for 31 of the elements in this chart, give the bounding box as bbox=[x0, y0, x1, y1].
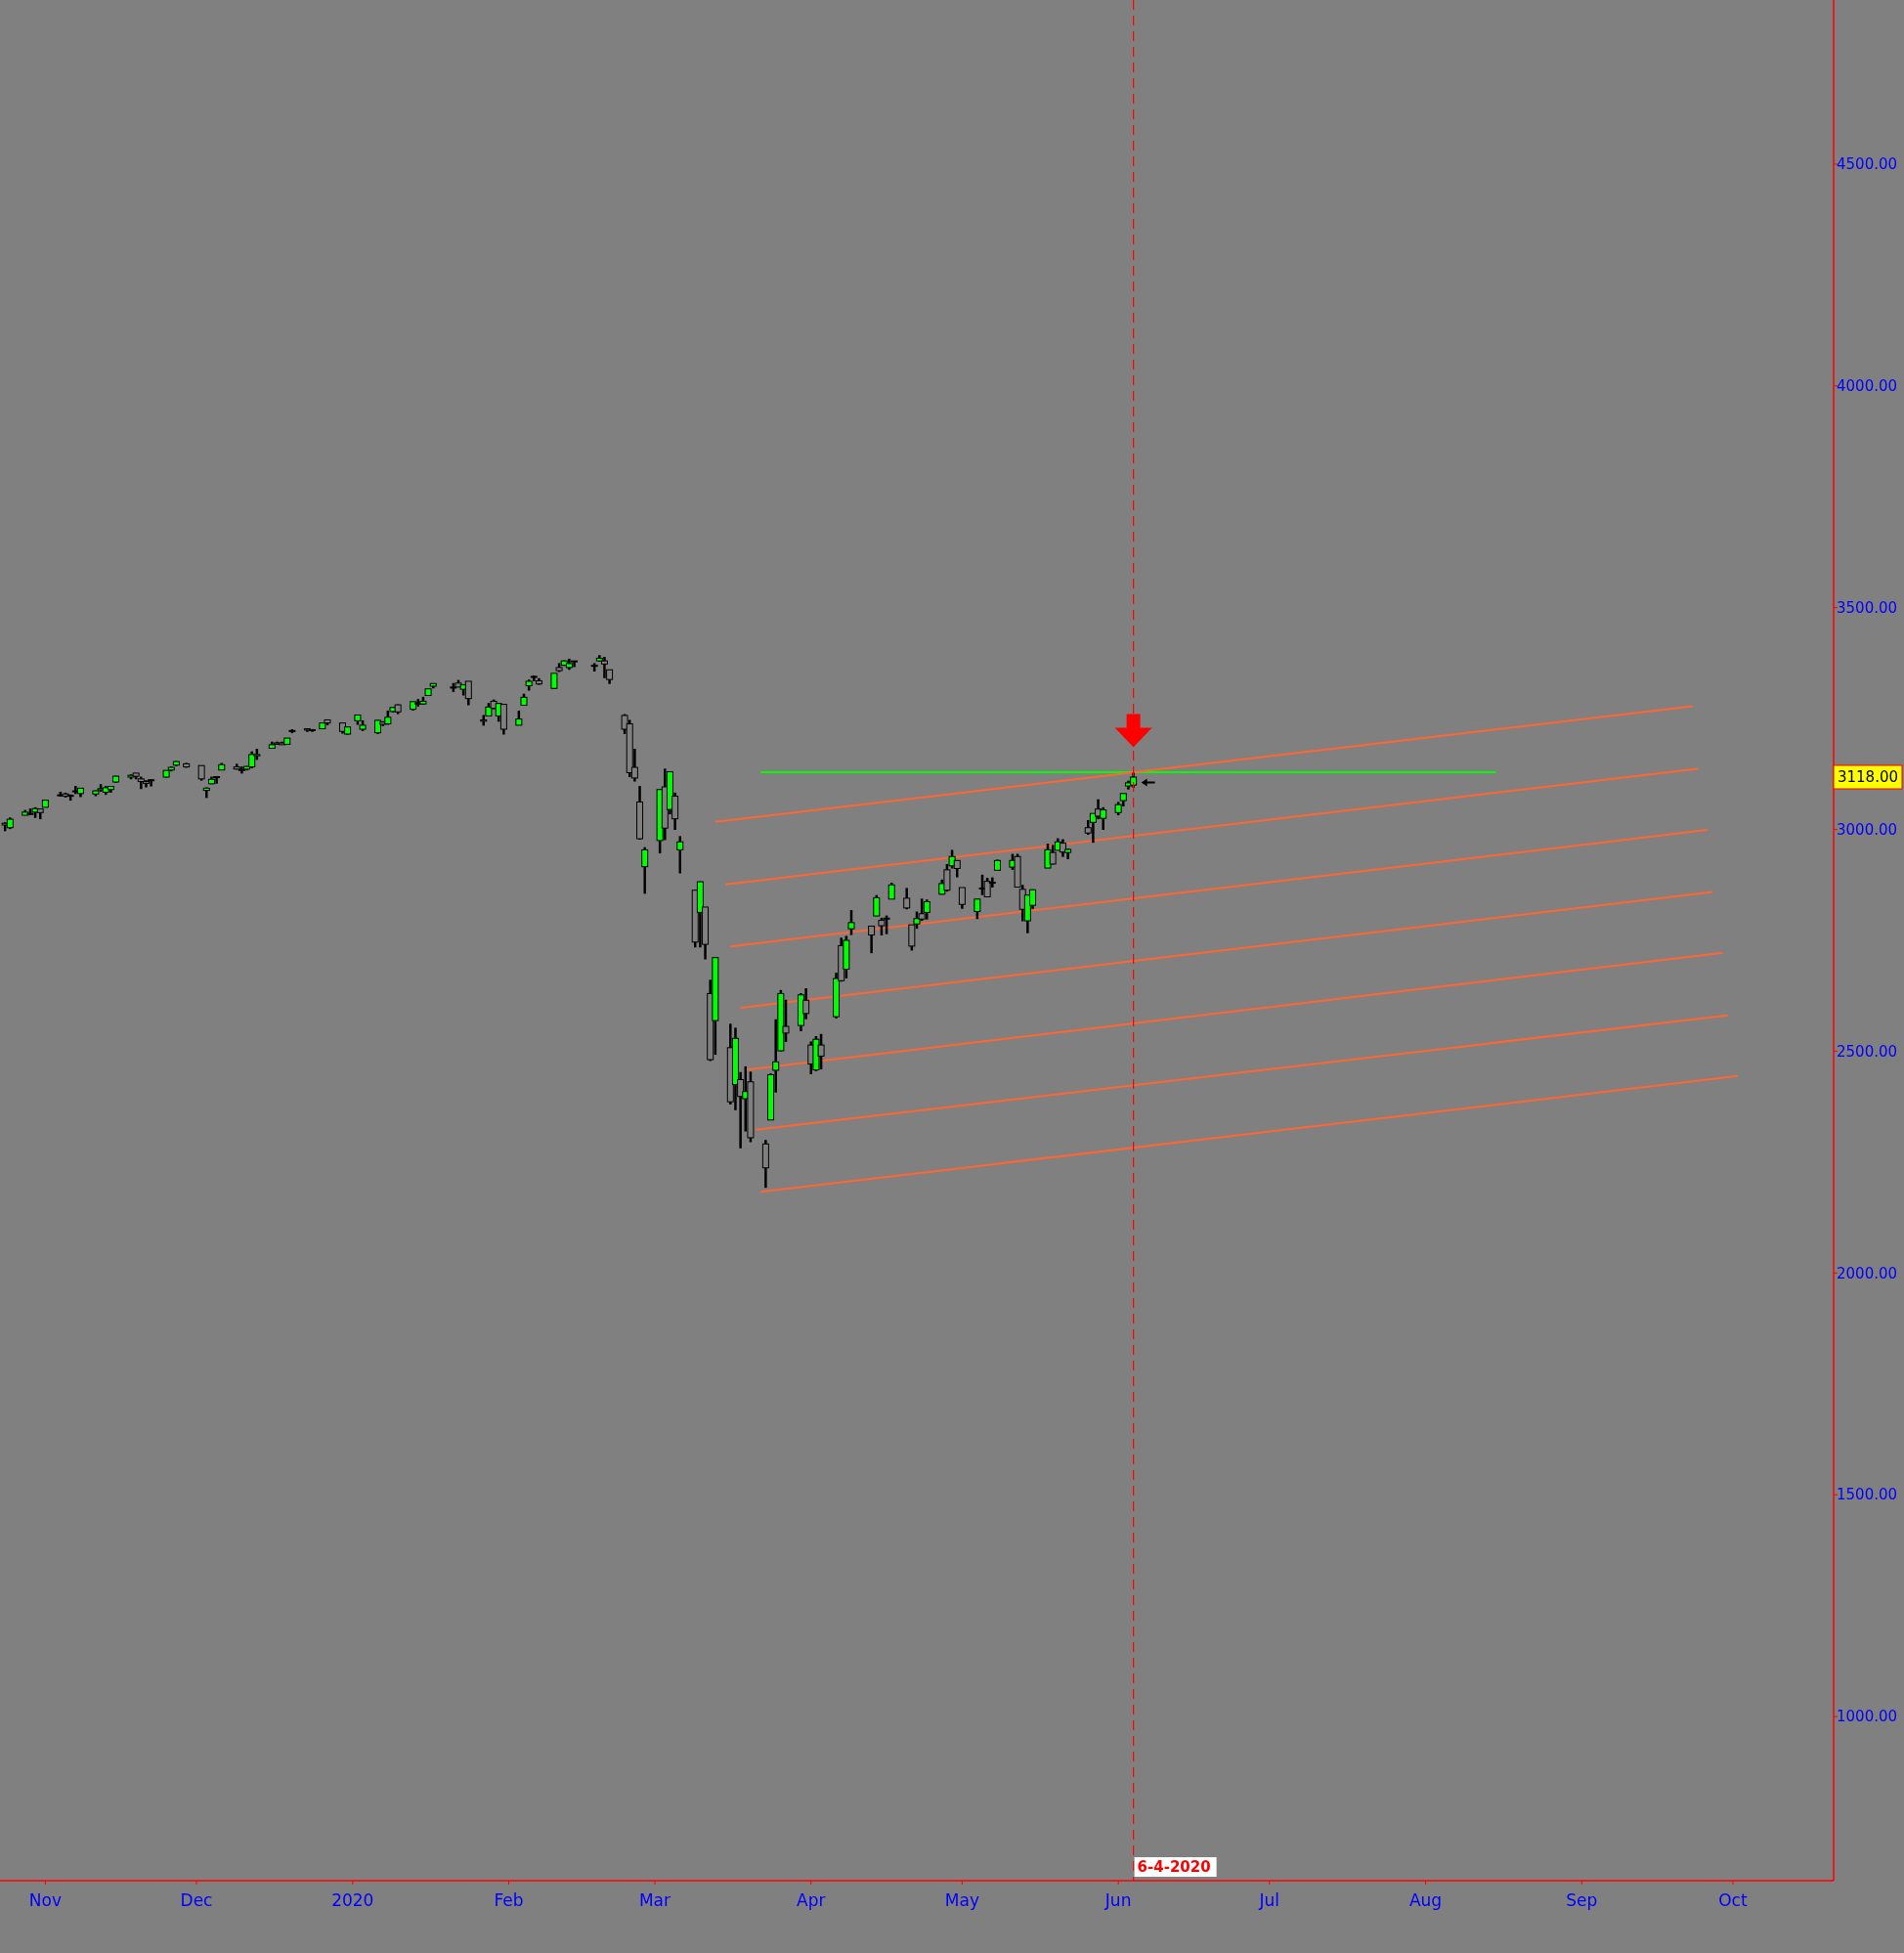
x-tick-label: Nov bbox=[28, 1890, 62, 1910]
candlestick bbox=[641, 846, 649, 895]
candlestick bbox=[464, 679, 472, 707]
x-tick-label: 2020 bbox=[331, 1890, 374, 1910]
x-tick-label: Feb bbox=[494, 1890, 524, 1910]
candlestick bbox=[868, 925, 876, 955]
y-tick-label: 2500.00 bbox=[1837, 1042, 1898, 1061]
x-tick-label: Jun bbox=[1103, 1890, 1132, 1910]
x-tick-label: Jul bbox=[1258, 1890, 1280, 1910]
candlestick bbox=[923, 898, 930, 921]
y-tick-label: 4000.00 bbox=[1837, 377, 1898, 396]
candlestick bbox=[974, 897, 981, 921]
candlestick bbox=[958, 886, 966, 911]
y-tick-label: 3500.00 bbox=[1837, 598, 1898, 617]
x-tick-label: Mar bbox=[638, 1890, 671, 1910]
y-tick-label: 4500.00 bbox=[1837, 155, 1898, 174]
y-tick-label: 1500.00 bbox=[1837, 1486, 1898, 1504]
x-tick-label: Sep bbox=[1566, 1890, 1598, 1910]
x-tick-label: Aug bbox=[1408, 1890, 1443, 1910]
y-tick-label: 2000.00 bbox=[1837, 1264, 1898, 1282]
text: 3118.00 bbox=[1837, 768, 1899, 787]
x-tick-label: Oct bbox=[1718, 1890, 1748, 1910]
candlestick bbox=[676, 835, 684, 875]
x-tick-label: Apr bbox=[797, 1890, 826, 1910]
candlestick bbox=[873, 893, 881, 918]
x-tick-label: May bbox=[944, 1890, 979, 1910]
x-tick-label: Dec bbox=[180, 1890, 213, 1910]
y-tick-label: 3000.00 bbox=[1837, 820, 1898, 839]
candlestick bbox=[847, 908, 855, 936]
ref-line-label: 6-4-2020 bbox=[1137, 1858, 1211, 1876]
y-tick-label: 1000.00 bbox=[1837, 1708, 1898, 1726]
